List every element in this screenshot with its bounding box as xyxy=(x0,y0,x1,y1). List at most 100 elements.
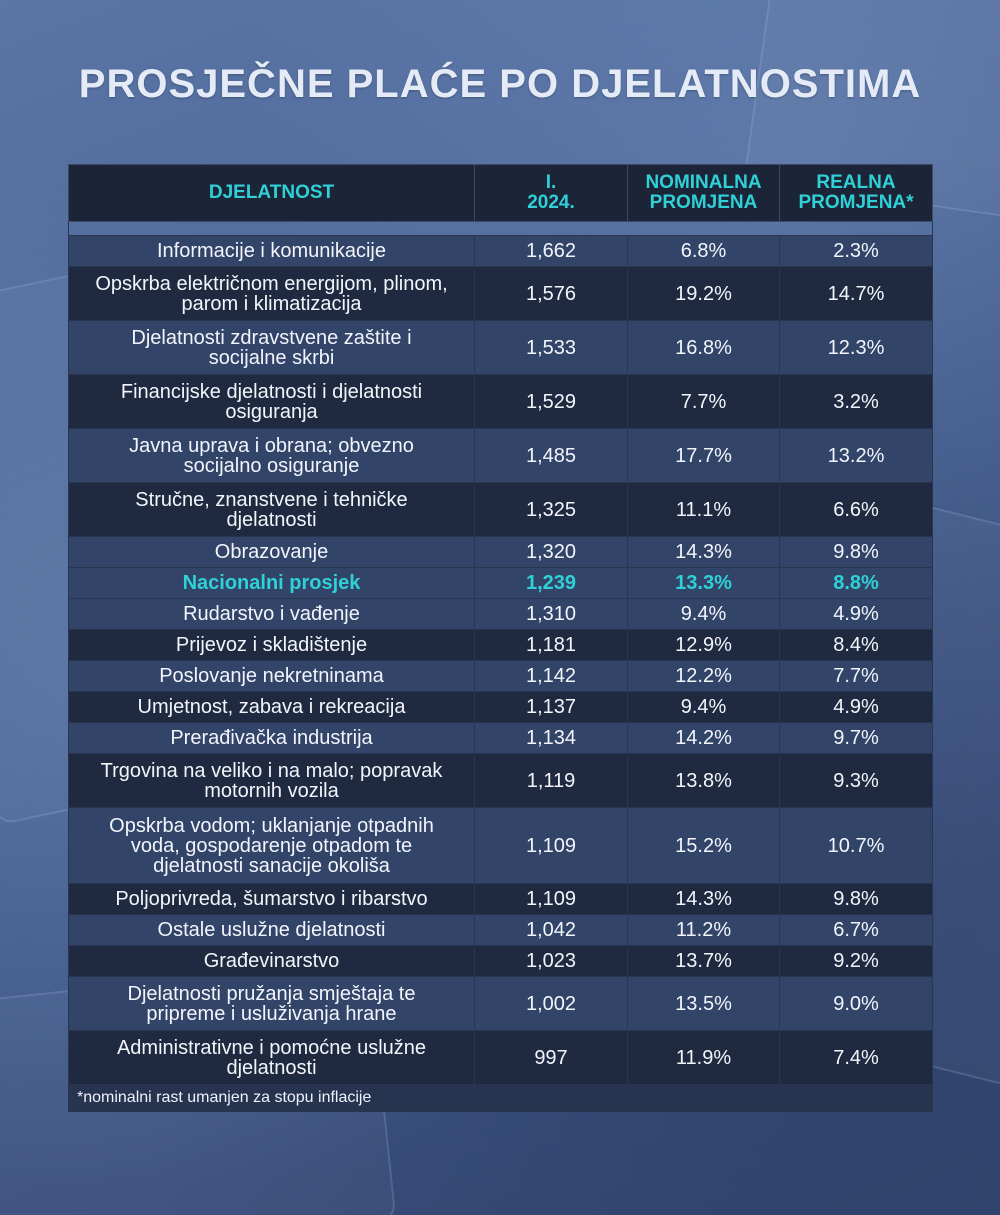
activity-line: voda, gospodarenje otpadom te xyxy=(130,834,413,857)
cell-real-change: 9.8% xyxy=(779,883,933,915)
activity-line: parom i klimatizacija xyxy=(181,292,362,315)
cell-activity: Javna uprava i obrana; obvezno socijalno … xyxy=(68,428,475,483)
cell-nominal-change: 15.2% xyxy=(627,807,780,884)
cell-nominal-change: 9.4% xyxy=(627,598,780,630)
activity-line: Opskrba vodom; uklanjanje otpadnih xyxy=(109,814,434,837)
activity-line: djelatnosti xyxy=(226,508,317,531)
activity-line: Administrativne i pomoćne uslužne xyxy=(116,1036,427,1059)
activity-line: Javna uprava i obrana; obvezno xyxy=(129,434,414,457)
activity-line: Umjetnost, zabava i rekreacija xyxy=(137,696,406,718)
cell-activity: Poljoprivreda, šumarstvo i ribarstvo xyxy=(68,883,475,915)
cell-nominal-change: 16.8% xyxy=(627,320,780,375)
table-row: Ostale uslužne djelatnosti 1,042 11.2% 6.7% xyxy=(68,914,933,946)
cell-wage: 1,109 xyxy=(474,883,628,915)
cell-real-change: 9.3% xyxy=(779,753,933,808)
cell-wage: 1,320 xyxy=(474,536,628,568)
activity-line: Poljoprivreda, šumarstvo i ribarstvo xyxy=(115,888,428,910)
table-row: Trgovina na veliko i na malo; popravak mo… xyxy=(68,753,933,808)
cell-wage: 1,529 xyxy=(474,374,628,429)
table-row: Obrazovanje 1,320 14.3% 9.8% xyxy=(68,536,933,568)
cell-wage: 1,576 xyxy=(474,266,628,321)
table-row: Poljoprivreda, šumarstvo i ribarstvo 1,10… xyxy=(68,883,933,915)
cell-real-change: 9.8% xyxy=(779,536,933,568)
activity-line: Poslovanje nekretninama xyxy=(159,665,384,687)
cell-nominal-change: 14.2% xyxy=(627,722,780,754)
cell-real-change: 8.4% xyxy=(779,629,933,661)
header-month-line2: 2024. xyxy=(527,192,575,213)
cell-real-change: 8.8% xyxy=(779,567,933,599)
header-nominal-line2: PROMJENA xyxy=(649,192,758,213)
cell-wage: 1,181 xyxy=(474,629,628,661)
table-row: Prerađivačka industrija 1,134 14.2% 9.7% xyxy=(68,722,933,754)
cell-activity: Prijevoz i skladištenje xyxy=(68,629,475,661)
cell-real-change: 3.2% xyxy=(779,374,933,429)
cell-nominal-change: 11.1% xyxy=(627,482,780,537)
cell-wage: 1,119 xyxy=(474,753,628,808)
cell-activity: Umjetnost, zabava i rekreacija xyxy=(68,691,475,723)
cell-real-change: 6.7% xyxy=(779,914,933,946)
table-row: Informacije i komunikacije 1,662 6.8% 2.3% xyxy=(68,235,933,267)
cell-nominal-change: 12.9% xyxy=(627,629,780,661)
header-nominal-change: NOMINALNA PROMJENA xyxy=(627,164,780,222)
cell-nominal-change: 7.7% xyxy=(627,374,780,429)
table-body: Informacije i komunikacije 1,662 6.8% 2.3% O… xyxy=(68,221,933,1085)
cell-real-change: 13.2% xyxy=(779,428,933,483)
header-month: I. 2024. xyxy=(474,164,628,222)
page-title: PROSJEČNE PLAĆE PO DJELATNOSTIMA xyxy=(78,62,922,106)
activity-line: Financijske djelatnosti i djelatnosti xyxy=(120,380,423,403)
header-real-line2: PROMJENA* xyxy=(798,192,914,213)
cell-real-change: 14.7% xyxy=(779,266,933,321)
header-nominal-line1: NOMINALNA xyxy=(645,172,762,193)
cell-real-change: 2.3% xyxy=(779,235,933,267)
cell-activity: Poslovanje nekretninama xyxy=(68,660,475,692)
cell-wage: 997 xyxy=(474,1030,628,1085)
cell-nominal-change: 11.9% xyxy=(627,1030,780,1085)
table-row: Administrativne i pomoćne uslužne djelatn… xyxy=(68,1030,933,1085)
activity-line: motornih vozila xyxy=(204,779,339,802)
cell-real-change: 12.3% xyxy=(779,320,933,375)
cell-real-change: 6.6% xyxy=(779,482,933,537)
header-activity: DJELATNOST xyxy=(68,164,475,222)
activity-line: Prijevoz i skladištenje xyxy=(175,634,368,656)
table-header-row: DJELATNOST I. 2024. NOMINALNA PROMJENA R… xyxy=(68,164,933,222)
cell-nominal-change: 13.3% xyxy=(627,567,780,599)
cell-real-change: 9.7% xyxy=(779,722,933,754)
cell-real-change: 9.2% xyxy=(779,945,933,977)
cell-nominal-change: 9.4% xyxy=(627,691,780,723)
activity-line: djelatnosti xyxy=(226,1056,317,1079)
cell-wage: 1,134 xyxy=(474,722,628,754)
table-row: Djelatnosti pružanja smještaja te priprem… xyxy=(68,976,933,1031)
activity-line: Djelatnosti zdravstvene zaštite i xyxy=(131,326,412,349)
cell-activity: Građevinarstvo xyxy=(68,945,475,977)
activity-line: socijalno osiguranje xyxy=(183,454,360,477)
cell-wage: 1,533 xyxy=(474,320,628,375)
cell-real-change: 9.0% xyxy=(779,976,933,1031)
cell-wage: 1,137 xyxy=(474,691,628,723)
activity-line: Obrazovanje xyxy=(214,541,329,563)
table-row: Opskrba električnom energijom, plinom, pa… xyxy=(68,266,933,321)
header-real-change: REALNA PROMJENA* xyxy=(779,164,933,222)
cell-activity: Djelatnosti zdravstvene zaštite i socijal… xyxy=(68,320,475,375)
cell-activity: Financijske djelatnosti i djelatnosti osi… xyxy=(68,374,475,429)
header-gap xyxy=(68,221,933,236)
activity-line: Informacije i komunikacije xyxy=(157,240,386,262)
table-row: Umjetnost, zabava i rekreacija 1,137 9.4% 4… xyxy=(68,691,933,723)
cell-activity: Trgovina na veliko i na malo; popravak mo… xyxy=(68,753,475,808)
activity-line: socijalne skrbi xyxy=(208,346,335,369)
activity-line: Djelatnosti pružanja smještaja te xyxy=(127,982,416,1005)
cell-nominal-change: 13.7% xyxy=(627,945,780,977)
cell-wage: 1,042 xyxy=(474,914,628,946)
cell-activity: Prerađivačka industrija xyxy=(68,722,475,754)
activity-line: Građevinarstvo xyxy=(203,950,340,972)
cell-wage: 1,662 xyxy=(474,235,628,267)
cell-activity: Nacionalni prosjek xyxy=(68,567,475,599)
cell-activity: Opskrba električnom energijom, plinom, pa… xyxy=(68,266,475,321)
cell-nominal-change: 17.7% xyxy=(627,428,780,483)
cell-activity: Informacije i komunikacije xyxy=(68,235,475,267)
cell-nominal-change: 13.5% xyxy=(627,976,780,1031)
table-row: Opskrba vodom; uklanjanje otpadnih voda, … xyxy=(68,807,933,884)
cell-activity: Djelatnosti pružanja smještaja te priprem… xyxy=(68,976,475,1031)
activity-line: Opskrba električnom energijom, plinom, xyxy=(95,272,448,295)
cell-wage: 1,109 xyxy=(474,807,628,884)
table-row: Financijske djelatnosti i djelatnosti osi… xyxy=(68,374,933,429)
